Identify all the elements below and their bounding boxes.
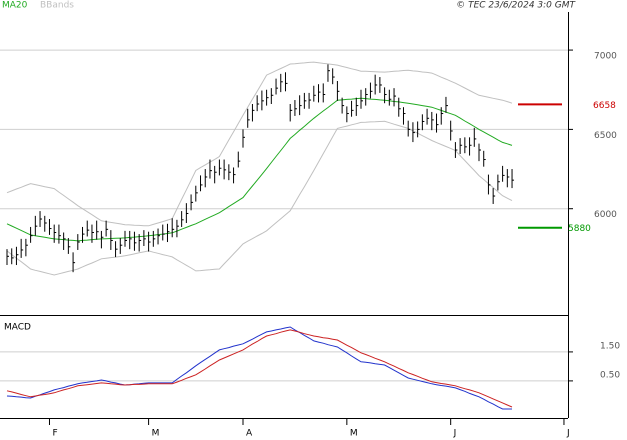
legend-entry: MA20 <box>2 1 28 11</box>
macd-line <box>6 329 513 408</box>
chart-title: © TEC 23/6/2024 3:0 GMT <box>456 1 576 11</box>
ma20-line <box>6 97 513 242</box>
legend-entry: BBands <box>40 1 74 11</box>
x-tick-label: J <box>453 429 457 439</box>
bband-upper <box>6 61 513 227</box>
x-tick-label: A <box>246 429 253 439</box>
x-tick-label: F <box>52 429 57 439</box>
y-tick-label: 0.50 <box>600 370 620 380</box>
macd-line <box>6 326 512 410</box>
y-tick-label: 6500 <box>594 131 617 141</box>
x-tick-label: M <box>350 429 358 439</box>
y-tick-label: 6000 <box>594 210 617 220</box>
price-marker-label: 6658 <box>593 101 616 111</box>
bband-lower <box>6 120 513 276</box>
x-tick-label: J <box>566 429 570 439</box>
panel-title: MACD <box>4 323 31 333</box>
x-tick-label: M <box>152 429 160 439</box>
price-marker-label: 5880 <box>568 224 591 234</box>
y-tick-label: 1.50 <box>600 341 620 351</box>
y-tick-label: 7000 <box>594 52 617 62</box>
